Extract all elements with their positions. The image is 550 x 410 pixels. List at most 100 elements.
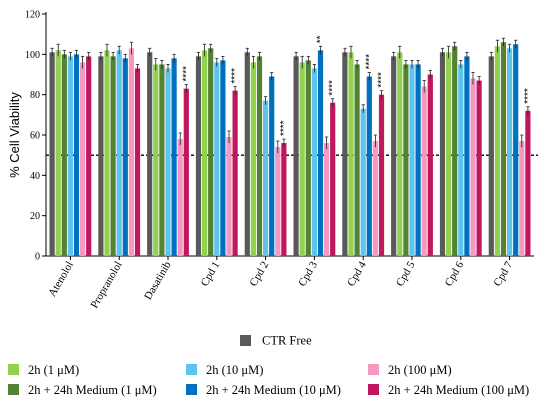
- bar: [80, 62, 86, 257]
- bar: [305, 60, 311, 257]
- bar: [116, 50, 122, 256]
- bar: [452, 46, 458, 257]
- bar: [494, 46, 500, 257]
- bar: [202, 50, 208, 256]
- bar: [311, 68, 317, 256]
- bar: [153, 64, 159, 257]
- bar: [391, 56, 397, 256]
- legend-swatch: [240, 335, 251, 346]
- bar: [299, 62, 305, 257]
- legend-swatch: [368, 384, 379, 395]
- category-label: Cpd 6: [443, 259, 467, 288]
- bar: [86, 56, 92, 256]
- bar: [421, 86, 427, 256]
- bar: [488, 56, 494, 256]
- y-tick-label: 80: [30, 90, 40, 101]
- bar: [195, 56, 202, 256]
- y-tick-label: 60: [30, 131, 40, 142]
- category-label: Atenolol: [46, 260, 76, 299]
- bar: [61, 54, 67, 257]
- bar: [330, 102, 336, 256]
- category-label: Cpd 7: [492, 259, 516, 288]
- significance-label: ****: [328, 80, 339, 96]
- bar: [366, 76, 372, 257]
- bar: [208, 48, 214, 257]
- bar: [128, 48, 134, 257]
- legend-label: 2h + 24h Medium (10 μM): [206, 383, 341, 397]
- bar: [317, 50, 324, 256]
- bar: [427, 74, 433, 256]
- bar: [250, 62, 256, 257]
- bar: [183, 88, 189, 256]
- bar: [354, 64, 360, 257]
- bar: [171, 58, 177, 256]
- bar: [98, 56, 104, 256]
- category-label: Dasatinib: [142, 259, 174, 302]
- significance-label: ****: [181, 66, 192, 82]
- bar: [165, 68, 171, 256]
- bar: [476, 80, 482, 256]
- bar: [159, 64, 165, 257]
- significance-label: **: [316, 35, 327, 43]
- bar: [244, 52, 250, 256]
- bar: [372, 141, 378, 256]
- bar: [220, 60, 226, 257]
- bar: [122, 58, 128, 256]
- significance-label: ****: [279, 120, 290, 136]
- y-tick-label: 0: [35, 252, 40, 263]
- legend-swatch: [8, 384, 19, 395]
- bar: [507, 48, 513, 257]
- bar: [324, 143, 330, 256]
- bars-layer: [49, 37, 531, 257]
- category-label: Cpd 1: [199, 260, 223, 289]
- bar: [104, 50, 110, 256]
- bar: [232, 90, 238, 256]
- bar: [67, 56, 73, 256]
- legend-swatch: [186, 364, 197, 375]
- bar: [470, 78, 476, 257]
- bar: [269, 76, 275, 257]
- bar: [73, 54, 80, 257]
- bar: [446, 52, 452, 256]
- legend-label: 2h (10 μM): [206, 363, 263, 377]
- bar: [134, 68, 141, 256]
- y-axis-label: % Cell Viability: [7, 92, 22, 178]
- bar: [55, 50, 61, 256]
- bar: [525, 110, 531, 256]
- category-label: Cpd 5: [394, 259, 418, 288]
- bar: [360, 108, 366, 257]
- bar: [226, 137, 232, 256]
- category-label: Cpd 4: [345, 259, 369, 288]
- significance-label: ****: [523, 88, 534, 104]
- axes-layer: [42, 12, 538, 260]
- y-tick-label: 20: [30, 211, 40, 222]
- legend-label: CTR Free: [262, 334, 312, 348]
- category-label: Cpd 3: [296, 259, 320, 288]
- significance-label: ****: [364, 54, 375, 70]
- bar: [281, 143, 287, 256]
- bar: [177, 139, 183, 256]
- y-tick-label: 100: [25, 50, 40, 61]
- legend-label: 2h + 24h Medium (100 μM): [388, 383, 529, 397]
- category-label: Propranolol: [88, 260, 124, 311]
- significance-label: ****: [377, 72, 388, 88]
- legend-swatch: [186, 384, 197, 395]
- bar: [403, 64, 409, 257]
- bar: [500, 42, 507, 256]
- bar: [293, 56, 299, 256]
- legend-label: 2h (100 μM): [388, 363, 452, 377]
- bar: [415, 64, 421, 257]
- legend-swatch: [8, 364, 19, 375]
- bar: [519, 141, 525, 256]
- bar: [342, 52, 348, 256]
- bar: [214, 62, 220, 257]
- bar: [275, 147, 281, 256]
- bar: [49, 52, 55, 256]
- bar: [439, 52, 446, 256]
- bar: [397, 52, 403, 256]
- bar: [263, 100, 269, 256]
- bar: [409, 64, 415, 257]
- bar: [110, 56, 116, 256]
- bar: [256, 56, 263, 256]
